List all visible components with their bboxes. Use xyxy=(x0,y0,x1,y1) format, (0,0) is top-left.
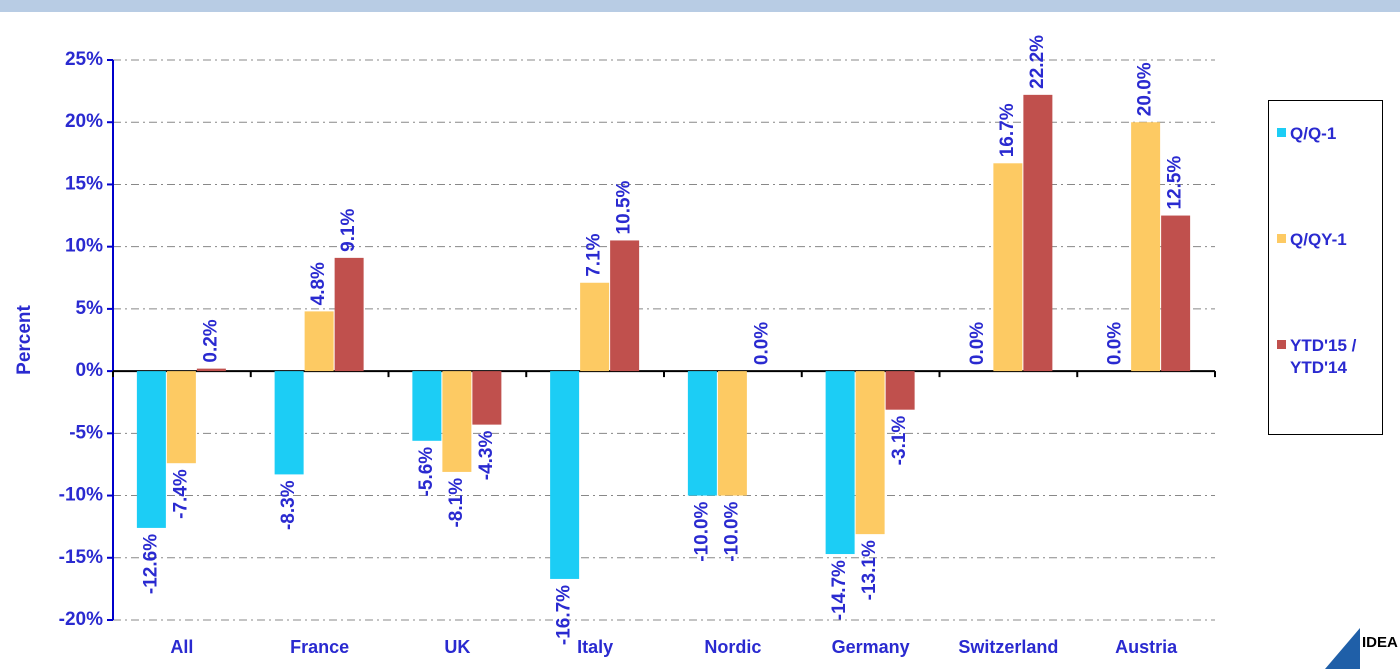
data-label: 0.2% xyxy=(200,319,221,362)
y-tick-label: -10% xyxy=(59,485,103,506)
data-label: 10.5% xyxy=(614,180,635,234)
bar xyxy=(580,282,610,372)
data-label: 4.8% xyxy=(308,262,329,305)
data-label: -16.7% xyxy=(554,585,575,645)
bar xyxy=(304,311,334,372)
bar xyxy=(136,371,166,528)
legend-swatch xyxy=(1277,128,1286,137)
bar xyxy=(274,371,304,475)
bar xyxy=(166,371,196,464)
legend-label: Q/QY-1 xyxy=(1290,230,1347,249)
legend-label: Q/Q-1 xyxy=(1290,124,1337,143)
top-band xyxy=(0,0,1400,12)
legend-entry: Q/QY-1 xyxy=(1277,229,1377,251)
data-label: -13.1% xyxy=(859,540,880,600)
bar xyxy=(412,371,442,441)
data-label: -7.4% xyxy=(170,469,191,519)
y-axis-label: Percent xyxy=(14,304,35,374)
y-tick-label: 15% xyxy=(65,173,103,194)
data-label: 0.0% xyxy=(1105,322,1126,365)
logo-mark xyxy=(1325,628,1360,669)
bar xyxy=(334,257,364,372)
data-label: 9.1% xyxy=(338,208,359,251)
data-label: -8.1% xyxy=(446,478,467,528)
bar xyxy=(1131,122,1161,372)
y-tick-label: -15% xyxy=(59,547,103,568)
bar xyxy=(196,368,226,372)
legend: Q/Q-1 Q/QY-1 YTD'15 / YTD'14 xyxy=(1268,100,1383,435)
bar xyxy=(993,163,1023,372)
data-label: -12.6% xyxy=(140,534,161,594)
legend-entry: YTD'15 / YTD'14 xyxy=(1277,335,1377,379)
data-label: 0.0% xyxy=(751,322,772,365)
data-label: -8.3% xyxy=(278,480,299,530)
data-label: 0.0% xyxy=(967,322,988,365)
bar xyxy=(442,371,472,472)
logo: IDEA xyxy=(1362,634,1398,651)
data-label: -5.6% xyxy=(416,447,437,497)
y-tick-label: 20% xyxy=(65,111,103,132)
data-label: 12.5% xyxy=(1165,156,1186,210)
legend-swatch xyxy=(1277,340,1286,349)
x-tick-label: All xyxy=(170,637,193,657)
y-tick-label: -20% xyxy=(59,609,103,630)
y-tick-label: 5% xyxy=(76,298,104,319)
y-tick-label: -5% xyxy=(69,422,103,443)
legend-swatch xyxy=(1277,234,1286,243)
bar xyxy=(550,371,580,579)
bar xyxy=(825,371,855,555)
bar xyxy=(1023,94,1053,372)
legend-label: YTD'15 / YTD'14 xyxy=(1290,336,1357,377)
legend-entry: Q/Q-1 xyxy=(1277,123,1377,145)
bar xyxy=(717,371,747,496)
data-label: -4.3% xyxy=(476,431,497,481)
bar xyxy=(1161,215,1191,372)
y-tick-label: 0% xyxy=(76,360,104,381)
data-label: -10.0% xyxy=(721,501,742,561)
bar xyxy=(610,240,640,372)
x-tick-label: UK xyxy=(444,637,470,657)
bar xyxy=(885,371,915,410)
x-tick-label: Austria xyxy=(1115,637,1178,657)
data-label: 22.2% xyxy=(1027,35,1048,89)
bar xyxy=(472,371,502,425)
x-tick-label: Switzerland xyxy=(958,637,1058,657)
x-tick-label: Italy xyxy=(577,637,613,657)
data-label: 16.7% xyxy=(997,103,1018,157)
x-tick-label: Germany xyxy=(832,637,910,657)
x-tick-label: Nordic xyxy=(704,637,761,657)
bar xyxy=(855,371,885,535)
data-label: 7.1% xyxy=(584,233,605,276)
data-label: -14.7% xyxy=(829,560,850,620)
bar xyxy=(687,371,717,496)
data-label: -10.0% xyxy=(691,501,712,561)
data-label: -3.1% xyxy=(889,416,910,466)
y-tick-label: 25% xyxy=(65,49,103,70)
data-label: 20.0% xyxy=(1135,62,1156,116)
y-tick-label: 10% xyxy=(65,236,103,257)
x-tick-label: France xyxy=(290,637,349,657)
